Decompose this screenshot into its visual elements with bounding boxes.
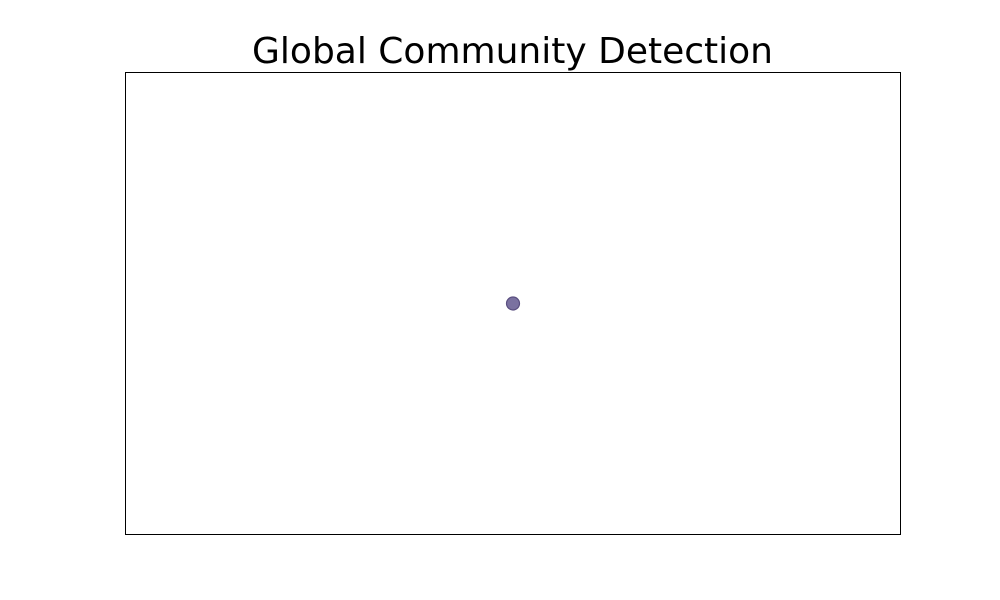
chart-title: Global Community Detection <box>252 31 773 72</box>
scatter-point <box>505 296 521 311</box>
scatter-points-layer <box>505 296 521 311</box>
plot-area-frame <box>125 72 901 535</box>
